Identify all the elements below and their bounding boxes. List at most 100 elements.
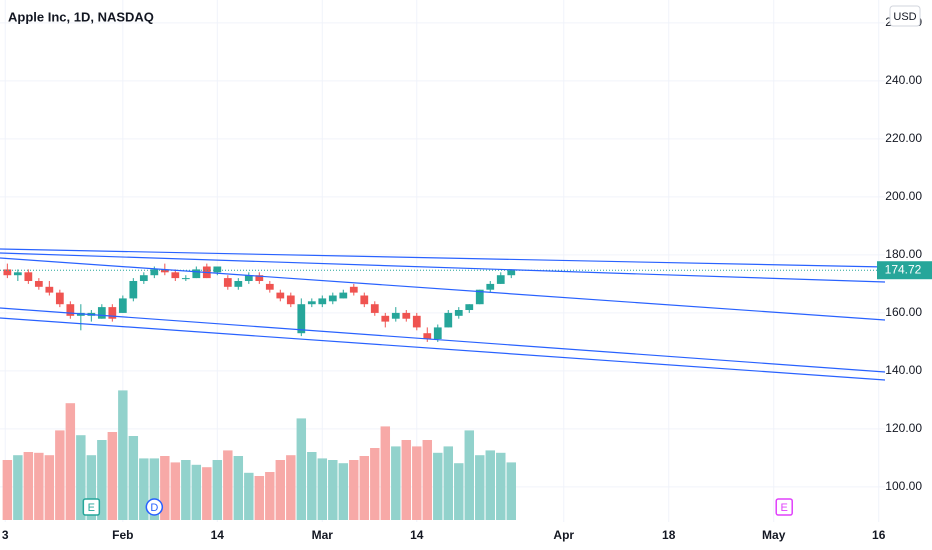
volume-bar (170, 462, 181, 520)
event-label: E (88, 502, 95, 514)
candle-body (360, 295, 369, 305)
y-tick-label: 160.00 (885, 305, 922, 319)
volume-bar (265, 472, 275, 520)
volume-bar (149, 458, 160, 520)
candle-body (465, 304, 474, 311)
volume-bar (496, 452, 506, 520)
event-marker: D (145, 498, 164, 516)
time-axis (0, 522, 932, 550)
candle-body (171, 272, 180, 279)
candle-body (234, 281, 243, 287)
volume-bar (76, 435, 86, 520)
volume-bar (412, 446, 422, 520)
volume-bar (44, 455, 55, 520)
candle-body (307, 301, 316, 305)
currency-box[interactable] (889, 5, 921, 27)
volume-bar (181, 460, 191, 520)
volume-bar (191, 464, 202, 520)
trend-line (0, 248, 886, 268)
volume-bar (128, 436, 139, 520)
volume-bar (328, 460, 338, 520)
volume-bar (380, 426, 391, 520)
volume-bar (317, 458, 328, 520)
candle-body (276, 292, 285, 299)
candle-body (192, 269, 201, 279)
candle-body (66, 304, 75, 316)
y-tick-label: 240.00 (885, 73, 922, 87)
x-tick-label: Mar (312, 528, 334, 542)
candle-body (381, 315, 390, 322)
candle-body (286, 295, 295, 305)
candle-body (129, 281, 138, 299)
volume-bar (223, 450, 233, 520)
candle-body (391, 312, 400, 319)
volume-bar (307, 452, 317, 520)
trend-line (0, 317, 886, 381)
candle-body (349, 286, 358, 293)
volume-bar (349, 460, 359, 520)
x-tick-label: 18 (662, 528, 676, 542)
candle-body (55, 292, 64, 305)
volume-bar (23, 452, 34, 520)
x-tick-label: 3 (2, 528, 9, 542)
volume-bar (454, 463, 464, 520)
volume-bar (55, 430, 65, 520)
candle-body (475, 289, 484, 305)
candle-body (160, 269, 169, 273)
candle-body (223, 278, 232, 287)
trend-lines (0, 248, 886, 381)
candle-body (496, 275, 505, 284)
event-badge (82, 498, 101, 516)
candle-body (181, 278, 190, 280)
x-tick-label: 14 (211, 528, 225, 542)
currency[interactable]: USD (893, 11, 916, 23)
volume-bar (212, 460, 223, 520)
candle-body (255, 275, 264, 282)
volume-bar (296, 418, 307, 520)
candle-body (3, 269, 12, 276)
candle-body (486, 283, 495, 290)
x-tick-label: 16 (872, 528, 886, 542)
x-tick-label: Feb (112, 528, 133, 542)
event-label: D (150, 502, 158, 514)
volume-bar (34, 452, 44, 520)
candle-body (13, 272, 22, 276)
volume-bar (118, 390, 128, 520)
candle-body (150, 269, 159, 276)
volume-bar (13, 455, 23, 520)
last-price-label: 174.72 (885, 262, 922, 276)
candle-body (297, 304, 306, 334)
candle-body (507, 270, 516, 276)
candle-body (328, 295, 337, 302)
volume-bar (485, 450, 495, 520)
volume-bar (286, 455, 296, 520)
volume-bar (443, 446, 453, 520)
chart-title: Apple Inc, 1D, NASDAQ (8, 9, 154, 24)
x-tick-label: Apr (553, 528, 574, 542)
volume-bar (244, 472, 254, 520)
volume-bar (433, 452, 443, 520)
volume-bar (338, 463, 349, 520)
event-label: E (781, 502, 788, 514)
candle-body (370, 304, 379, 313)
volume-bar (475, 455, 485, 520)
volume-bar (370, 448, 380, 520)
volume-bar (2, 460, 13, 520)
volume-bar (160, 456, 170, 520)
candle-body (444, 312, 453, 328)
volume-bar (233, 456, 244, 520)
volume-pane (2, 390, 516, 520)
candle-body (213, 266, 222, 273)
candle-body (118, 298, 127, 313)
y-tick-label: 180.00 (885, 247, 922, 261)
volume-bar (275, 460, 286, 520)
volume-bar (86, 455, 97, 520)
candle-body (34, 281, 43, 287)
volume-bar (401, 440, 412, 520)
candle-body (45, 286, 54, 293)
y-tick-label: 120.00 (885, 421, 922, 435)
price-pane (0, 263, 885, 342)
y-tick-label: 200.00 (885, 189, 922, 203)
